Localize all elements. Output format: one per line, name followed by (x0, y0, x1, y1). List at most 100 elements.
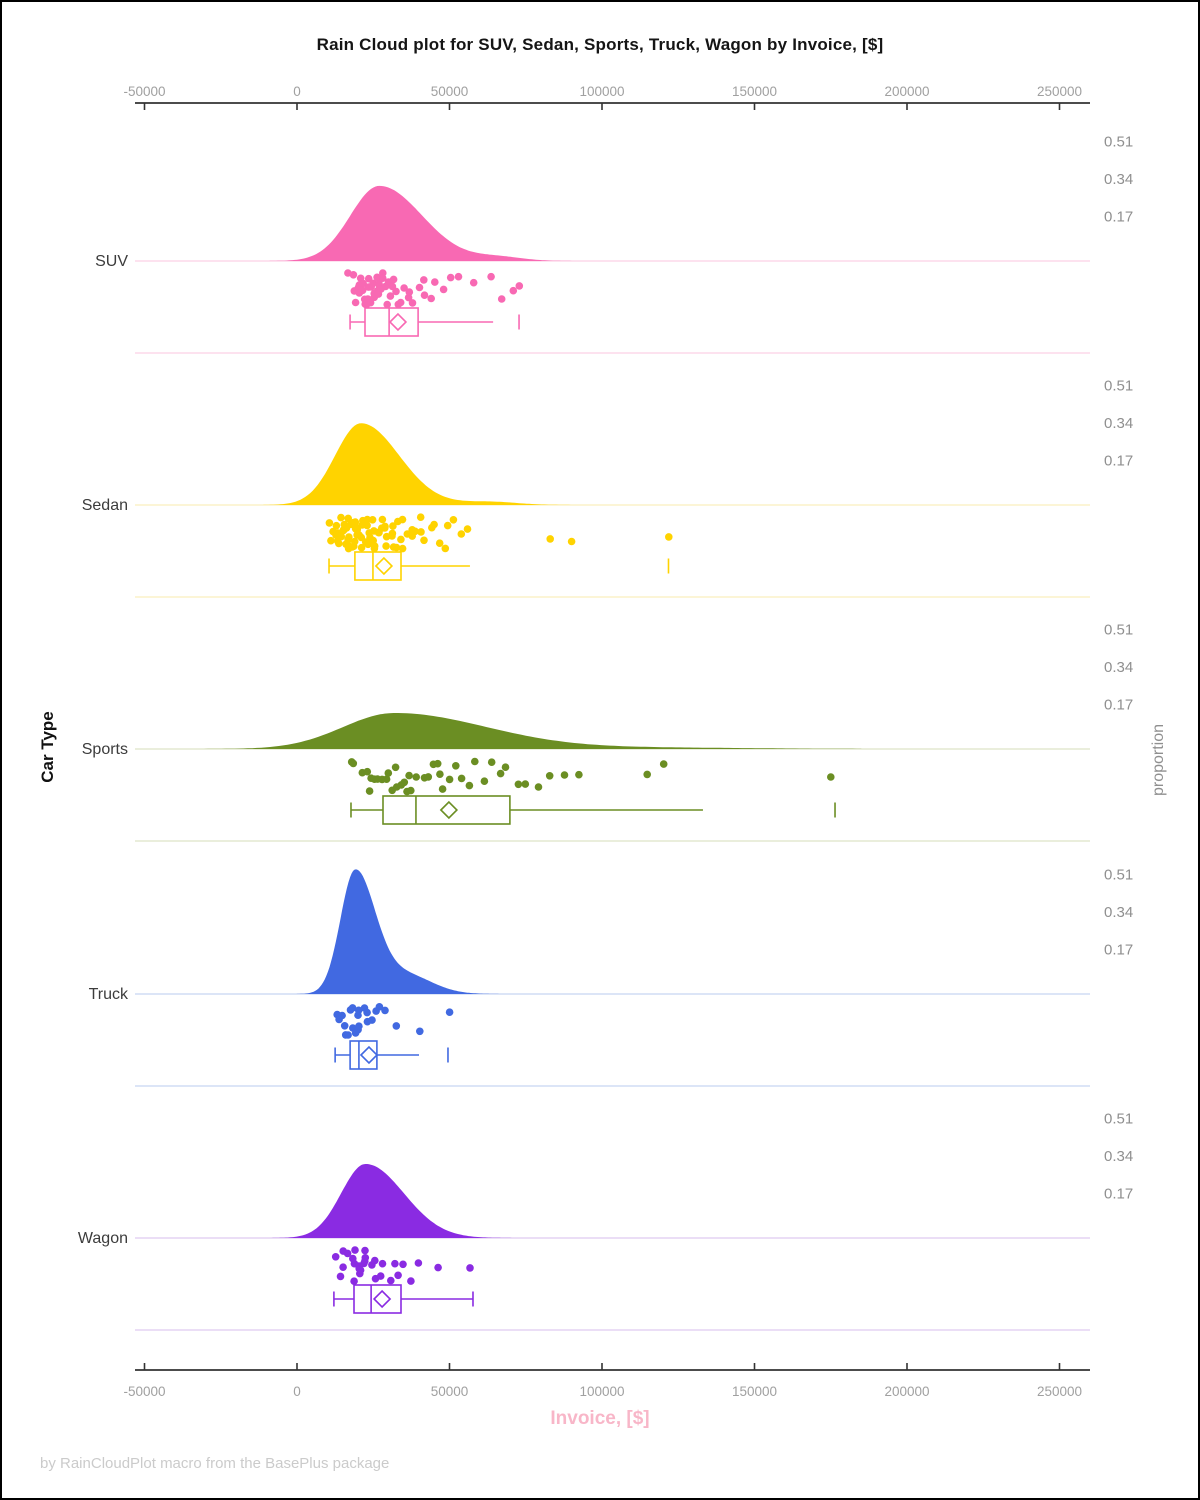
data-point (351, 1246, 359, 1254)
category-label: Wagon (78, 1230, 128, 1247)
data-point (465, 781, 474, 790)
data-point (398, 515, 407, 524)
data-point (381, 524, 389, 532)
data-point (463, 525, 472, 533)
data-point (466, 1264, 474, 1272)
data-point (408, 299, 417, 307)
proportion-tick-label: 0.17 (1104, 208, 1133, 225)
data-point (398, 544, 407, 553)
data-point (365, 787, 374, 795)
data-point (392, 1022, 401, 1030)
x-tick-label-bottom: 200000 (884, 1384, 929, 1399)
data-point (436, 770, 444, 778)
data-point (497, 295, 506, 303)
proportion-tick-label: 0.51 (1104, 377, 1133, 394)
data-point (446, 273, 455, 282)
data-point (827, 773, 835, 781)
rain-points (325, 513, 673, 553)
data-point (545, 772, 554, 780)
data-point (369, 279, 377, 288)
data-point (378, 515, 387, 524)
proportion-tick-label: 0.17 (1104, 1185, 1133, 1202)
data-point (363, 1008, 371, 1017)
data-point (392, 543, 401, 552)
data-point (363, 767, 372, 776)
data-point (351, 298, 360, 307)
data-point (331, 1253, 340, 1261)
data-point (407, 1277, 415, 1285)
data-point (358, 286, 367, 295)
rain-points (347, 757, 835, 796)
data-point (339, 1263, 347, 1271)
data-point (457, 774, 466, 783)
data-point (416, 1027, 424, 1036)
attribution-note: by RainCloudPlot macro from the BasePlus… (40, 1455, 390, 1472)
data-point (659, 760, 668, 768)
iqr-box (354, 551, 402, 581)
data-point (348, 1004, 357, 1012)
data-point (349, 759, 358, 768)
category-label: Sports (82, 741, 128, 758)
rain-points (331, 1246, 474, 1285)
data-point (379, 269, 387, 277)
data-point (643, 770, 651, 779)
proportion-tick-label: 0.17 (1104, 941, 1133, 958)
data-point (344, 1031, 352, 1039)
series-sedan: 0.51 0.34 0.17 Sedan (82, 377, 1133, 598)
proportion-tick-label: 0.34 (1104, 415, 1133, 432)
x-tick-label-bottom: -50000 (123, 1384, 165, 1399)
x-tick-label-top: 100000 (579, 84, 624, 99)
data-point (424, 773, 433, 781)
data-point (389, 275, 398, 284)
data-point (439, 285, 448, 294)
data-point (445, 775, 454, 784)
box-plot (333, 1284, 474, 1314)
data-point (431, 278, 439, 286)
data-point (445, 1008, 454, 1016)
box-plot (350, 795, 836, 825)
data-point (457, 530, 466, 538)
data-point (449, 516, 458, 524)
data-point (357, 543, 366, 552)
mean-diamond (374, 556, 394, 576)
data-point (399, 1260, 407, 1269)
proportion-tick-label: 0.34 (1104, 904, 1133, 921)
data-point (363, 521, 371, 530)
proportion-tick-label: 0.17 (1104, 696, 1133, 713)
data-point (349, 271, 358, 279)
data-point (340, 1022, 349, 1030)
density-cloud (269, 1164, 541, 1238)
data-point (560, 771, 569, 779)
proportion-tick-label: 0.34 (1104, 171, 1133, 188)
mean-diamond (372, 1289, 392, 1309)
x-tick-label-top: -50000 (123, 84, 165, 99)
data-point (392, 287, 400, 296)
series-sports: 0.51 0.34 0.17 Sports (82, 621, 1133, 842)
data-point (480, 777, 489, 785)
proportion-tick-label: 0.17 (1104, 452, 1133, 469)
data-point (420, 276, 428, 284)
rain-points (333, 1003, 454, 1039)
data-point (370, 542, 379, 550)
data-point (340, 520, 349, 529)
proportion-tick-label: 0.51 (1104, 621, 1133, 638)
chart-title: Rain Cloud plot for SUV, Sedan, Sports, … (316, 35, 884, 54)
data-point (396, 298, 405, 307)
data-point (430, 520, 438, 529)
proportion-tick-label: 0.34 (1104, 659, 1133, 676)
data-point (343, 1249, 352, 1258)
data-point (441, 544, 450, 553)
data-point (371, 1256, 379, 1265)
data-point (356, 1266, 365, 1274)
data-point (339, 526, 348, 535)
data-point (378, 1259, 387, 1268)
data-point (452, 762, 460, 770)
x-tick-label-top: 0 (293, 84, 301, 99)
mean-diamond (439, 800, 459, 820)
data-point (665, 533, 673, 541)
proportion-tick-label: 0.51 (1104, 133, 1133, 150)
x-tick-label-top: 150000 (732, 84, 777, 99)
mean-diamond (359, 1045, 379, 1065)
rain-points (344, 269, 524, 309)
